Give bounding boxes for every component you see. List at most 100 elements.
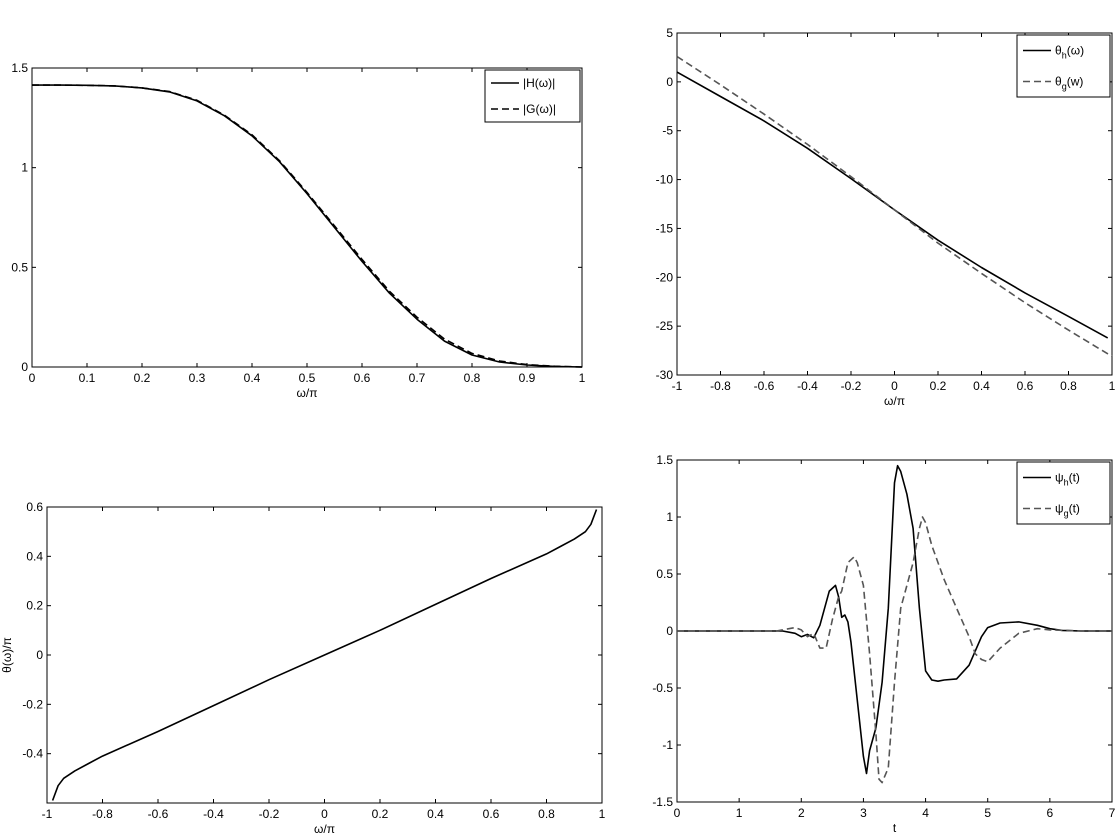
y-tick-label: -25 [656, 319, 674, 333]
x-tick-label: -0.8 [92, 807, 113, 821]
y-axis-label: θ(ω)/π [0, 637, 14, 673]
x-tick-label: 0.8 [538, 807, 555, 821]
x-tick-label: 0.1 [79, 371, 96, 385]
x-tick-label: 1 [1109, 379, 1116, 393]
x-tick-label: -0.6 [754, 379, 775, 393]
y-tick-label: 0.5 [11, 260, 28, 274]
series-line-1 [677, 464, 1112, 775]
x-axis-label: ω/π [297, 386, 318, 400]
x-tick-label: 0.7 [409, 371, 426, 385]
x-axis-label: t [893, 821, 897, 835]
legend-entry: θg(w) [1055, 75, 1083, 92]
legend-entry: ψg(t) [1055, 502, 1080, 519]
panel-magnitude-response: 0 0.1 0.2 0.3 0.4 0.5 0.6 0.7 0.8 0.9 1 0 0.5 1 1.5 ω/π… [11, 61, 585, 400]
legend-suffix: (w) [1067, 75, 1084, 89]
x-tick-label: -0.4 [797, 379, 818, 393]
x-tick-label: 0.2 [372, 807, 389, 821]
x-tick-label: 0.2 [930, 379, 947, 393]
y-tick-label: -0.5 [652, 681, 673, 695]
x-tick-label: 6 [1047, 806, 1054, 820]
x-tick-label: -0.8 [710, 379, 731, 393]
legend-subscript: h [1064, 478, 1069, 488]
x-tick-label: 0.8 [1060, 379, 1077, 393]
x-tick-label: 0 [29, 371, 36, 385]
x-tick-label: 0.4 [244, 371, 261, 385]
x-tick-label: 5 [984, 806, 991, 820]
y-tick-label: 1.5 [656, 453, 673, 467]
series-line-1 [51, 509, 598, 801]
x-tick-label: 0.6 [1017, 379, 1034, 393]
x-tick-label: 0.5 [299, 371, 316, 385]
x-tick-label: 1 [599, 807, 606, 821]
legend-symbol: θ [1055, 75, 1062, 89]
legend-entry: θh(ω) [1055, 44, 1084, 61]
x-tick-label: 0.4 [973, 379, 990, 393]
y-tick-label: 0 [36, 648, 43, 662]
x-tick-label: 0 [891, 379, 898, 393]
y-tick-label: 0.2 [26, 599, 43, 613]
legend-subscript: g [1062, 82, 1067, 92]
panel-phase-responses: -1 -0.8 -0.6 -0.4 -0.2 0 0.2 0.4 0.6 0.8 1 -30 -25 -2… [656, 26, 1116, 408]
x-tick-label: 0.2 [134, 371, 151, 385]
x-tick-label: -1 [42, 807, 53, 821]
series-line-2 [676, 55, 1113, 358]
x-tick-label: 0.9 [519, 371, 536, 385]
y-tick-label: 1.5 [11, 61, 28, 75]
legend-symbol: θ [1055, 44, 1062, 58]
x-tick-label: -0.2 [259, 807, 280, 821]
y-tick-label: 0.5 [656, 567, 673, 581]
y-tick-label: 1 [21, 161, 28, 175]
y-tick-label: -1 [662, 738, 673, 752]
y-tick-label: 0 [666, 624, 673, 638]
legend-symbol: ψ [1055, 471, 1064, 485]
legend-suffix: (ω) [1067, 44, 1084, 58]
y-tick-label: 0.6 [26, 500, 43, 514]
x-tick-label: -0.4 [203, 807, 224, 821]
legend-suffix: (t) [1069, 471, 1080, 485]
y-tick-label: -0.2 [22, 697, 43, 711]
x-tick-label: 0.6 [354, 371, 371, 385]
y-tick-label: -15 [656, 221, 674, 235]
y-tick-label: 0 [666, 75, 673, 89]
x-axis-label: ω/π [314, 822, 335, 836]
y-tick-label: 0 [21, 360, 28, 374]
legend-subscript: h [1062, 51, 1067, 61]
y-tick-label: -5 [662, 124, 673, 138]
y-tick-label: 1 [666, 510, 673, 524]
series-line-2 [677, 516, 1112, 784]
legend-suffix: (t) [1069, 502, 1080, 516]
y-tick-label: -20 [656, 270, 674, 284]
x-tick-label: 0.8 [464, 371, 481, 385]
legend-entry: |H(ω)| [523, 76, 555, 90]
legend-entry: ψh(t) [1055, 471, 1080, 488]
x-tick-label: -0.2 [841, 379, 862, 393]
x-tick-label: 0.3 [189, 371, 206, 385]
y-tick-label: -0.4 [22, 747, 43, 761]
x-tick-label: 0 [674, 806, 681, 820]
series-line-2 [32, 84, 583, 368]
x-tick-label: 1 [579, 371, 586, 385]
x-tick-label: 2 [798, 806, 805, 820]
x-tick-label: -0.6 [148, 807, 169, 821]
legend-box [484, 69, 581, 123]
panel-normalized-phase: -1 -0.8 -0.6 -0.4 -0.2 0 0.2 0.4 0.6 0.8 1 -0.4 -0.2… [0, 500, 606, 836]
y-tick-label: -30 [656, 368, 674, 382]
x-tick-label: 0 [321, 807, 328, 821]
y-tick-label: 0.4 [26, 549, 43, 563]
legend-entry: |G(ω)| [523, 102, 556, 116]
x-tick-label: 3 [860, 806, 867, 820]
legend-symbol: ψ [1055, 502, 1064, 516]
x-tick-label: 1 [736, 806, 743, 820]
y-tick-label: -1.5 [652, 795, 673, 809]
legend-subscript: g [1064, 509, 1069, 519]
x-tick-label: -1 [672, 379, 683, 393]
x-tick-label: 0.6 [483, 807, 500, 821]
x-tick-label: 4 [922, 806, 929, 820]
x-tick-label: 7 [1109, 806, 1116, 820]
x-axis-label: ω/π [884, 394, 905, 408]
legend-box [1016, 461, 1111, 525]
y-tick-label: 5 [666, 26, 673, 40]
x-tick-label: 0.4 [427, 807, 444, 821]
